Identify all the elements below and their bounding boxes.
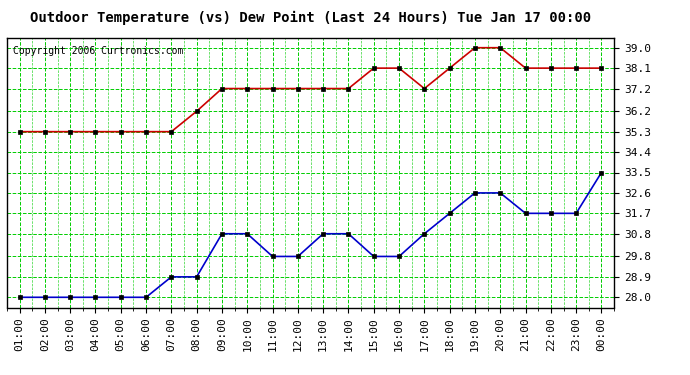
Text: Copyright 2006 Curtronics.com: Copyright 2006 Curtronics.com (13, 46, 184, 56)
Text: Outdoor Temperature (vs) Dew Point (Last 24 Hours) Tue Jan 17 00:00: Outdoor Temperature (vs) Dew Point (Last… (30, 11, 591, 26)
